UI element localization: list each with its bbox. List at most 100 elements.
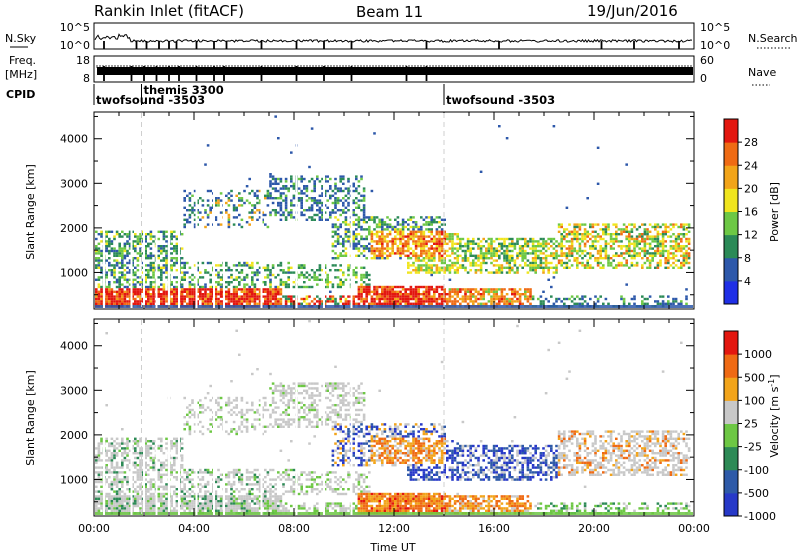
range-gate-cell <box>98 252 101 254</box>
range-gate-cell <box>285 180 288 182</box>
data-gap <box>168 113 170 308</box>
range-gate-cell <box>402 288 405 290</box>
range-gate-cell <box>545 264 548 266</box>
range-gate-cell <box>360 267 363 269</box>
range-gate-cell <box>300 274 303 276</box>
range-gate-cell <box>235 295 238 297</box>
range-gate-cell <box>649 259 652 261</box>
range-gate-cell <box>272 264 275 266</box>
range-gate-cell <box>456 291 459 293</box>
range-gate-cell <box>108 231 111 233</box>
range-gate-cell <box>386 295 389 297</box>
range-gate-cell <box>417 291 420 293</box>
range-gate-cell <box>202 276 205 278</box>
range-gate-cell <box>451 291 454 293</box>
range-gate-cell <box>573 303 576 305</box>
range-gate-cell <box>534 271 537 273</box>
range-gate-cell <box>337 187 340 189</box>
range-gate-cell <box>246 199 249 201</box>
range-gate-cell <box>516 269 519 271</box>
range-gate-cell <box>402 235 405 237</box>
range-gate-cell <box>542 300 545 302</box>
range-gate-cell <box>646 235 649 237</box>
range-gate-cell <box>121 293 124 295</box>
range-gate-cell <box>150 445 153 447</box>
range-gate-cell <box>540 262 543 264</box>
range-gate-cell <box>207 295 210 297</box>
range-gate-cell <box>285 300 288 302</box>
range-gate-cell <box>417 231 420 233</box>
range-gate-cell <box>625 245 628 247</box>
range-gate-cell <box>186 271 189 273</box>
range-gate-cell <box>560 247 563 249</box>
range-gate-cell <box>363 216 366 218</box>
range-gate-cell <box>170 464 173 466</box>
range-gate-cell <box>277 183 280 185</box>
range-gate-cell <box>337 233 340 235</box>
range-gate-cell <box>342 197 345 199</box>
range-gate-cell <box>456 235 459 237</box>
range-gate-cell <box>555 271 558 273</box>
range-gate-cell <box>228 288 231 290</box>
range-gate-cell <box>685 223 688 225</box>
range-gate-cell <box>152 291 155 293</box>
range-gate-cell <box>454 233 457 235</box>
range-gate-cell <box>654 238 657 240</box>
range-gate-cell <box>113 457 116 459</box>
range-gate-cell <box>116 474 119 476</box>
range-gate-cell <box>659 245 662 247</box>
range-gate-cell <box>480 247 483 249</box>
range-gate-cell <box>599 235 602 237</box>
range-gate-cell <box>555 240 558 242</box>
range-gate-cell <box>345 195 348 197</box>
range-gate-cell <box>173 262 176 264</box>
range-gate-cell <box>274 214 277 216</box>
range-gate-cell <box>636 238 639 240</box>
range-gate-cell <box>516 243 519 245</box>
range-gate-cell <box>100 303 103 305</box>
range-gate-cell <box>100 507 103 509</box>
range-gate-cell <box>355 295 358 297</box>
range-gate-cell <box>394 286 397 288</box>
range-gate-cell <box>363 286 366 288</box>
range-gate-cell <box>233 288 236 290</box>
range-gate-cell <box>607 223 610 225</box>
range-gate-cell <box>186 505 189 507</box>
range-gate-cell <box>243 286 246 288</box>
range-gate-cell <box>147 264 150 266</box>
range-gate-cell <box>209 190 212 192</box>
range-gate-cell <box>147 500 150 502</box>
range-gate-cell <box>438 235 441 237</box>
range-gate-cell <box>267 190 270 192</box>
range-gate-cell <box>238 298 241 300</box>
range-gate-cell <box>181 262 184 264</box>
range-gate-cell <box>290 204 293 206</box>
range-gate-cell <box>438 238 441 240</box>
range-gate-cell <box>264 288 267 290</box>
range-gate-cell <box>116 447 119 449</box>
range-gate-cell <box>602 247 605 249</box>
range-gate-cell <box>498 267 501 269</box>
range-gate-cell <box>269 269 272 271</box>
range-gate-cell <box>95 288 98 290</box>
range-gate-cell <box>506 303 509 305</box>
range-gate-cell <box>306 303 309 305</box>
range-gate-cell <box>482 298 485 300</box>
range-gate-cell <box>105 332 108 334</box>
range-gate-cell <box>529 267 532 269</box>
range-gate-cell <box>274 303 277 305</box>
range-gate-cell <box>183 493 186 495</box>
range-gate-cell <box>615 223 618 225</box>
range-gate-cell <box>430 286 433 288</box>
range-gate-cell <box>300 175 303 177</box>
range-gate-cell <box>329 178 332 180</box>
range-gate-cell <box>108 476 111 478</box>
range-gate-cell <box>519 247 522 249</box>
range-gate-cell <box>568 223 571 225</box>
range-gate-cell <box>506 293 509 295</box>
range-gate-cell <box>516 300 519 302</box>
range-gate-cell <box>238 295 241 297</box>
range-gate-cell <box>415 231 418 233</box>
range-gate-cell <box>644 233 647 235</box>
